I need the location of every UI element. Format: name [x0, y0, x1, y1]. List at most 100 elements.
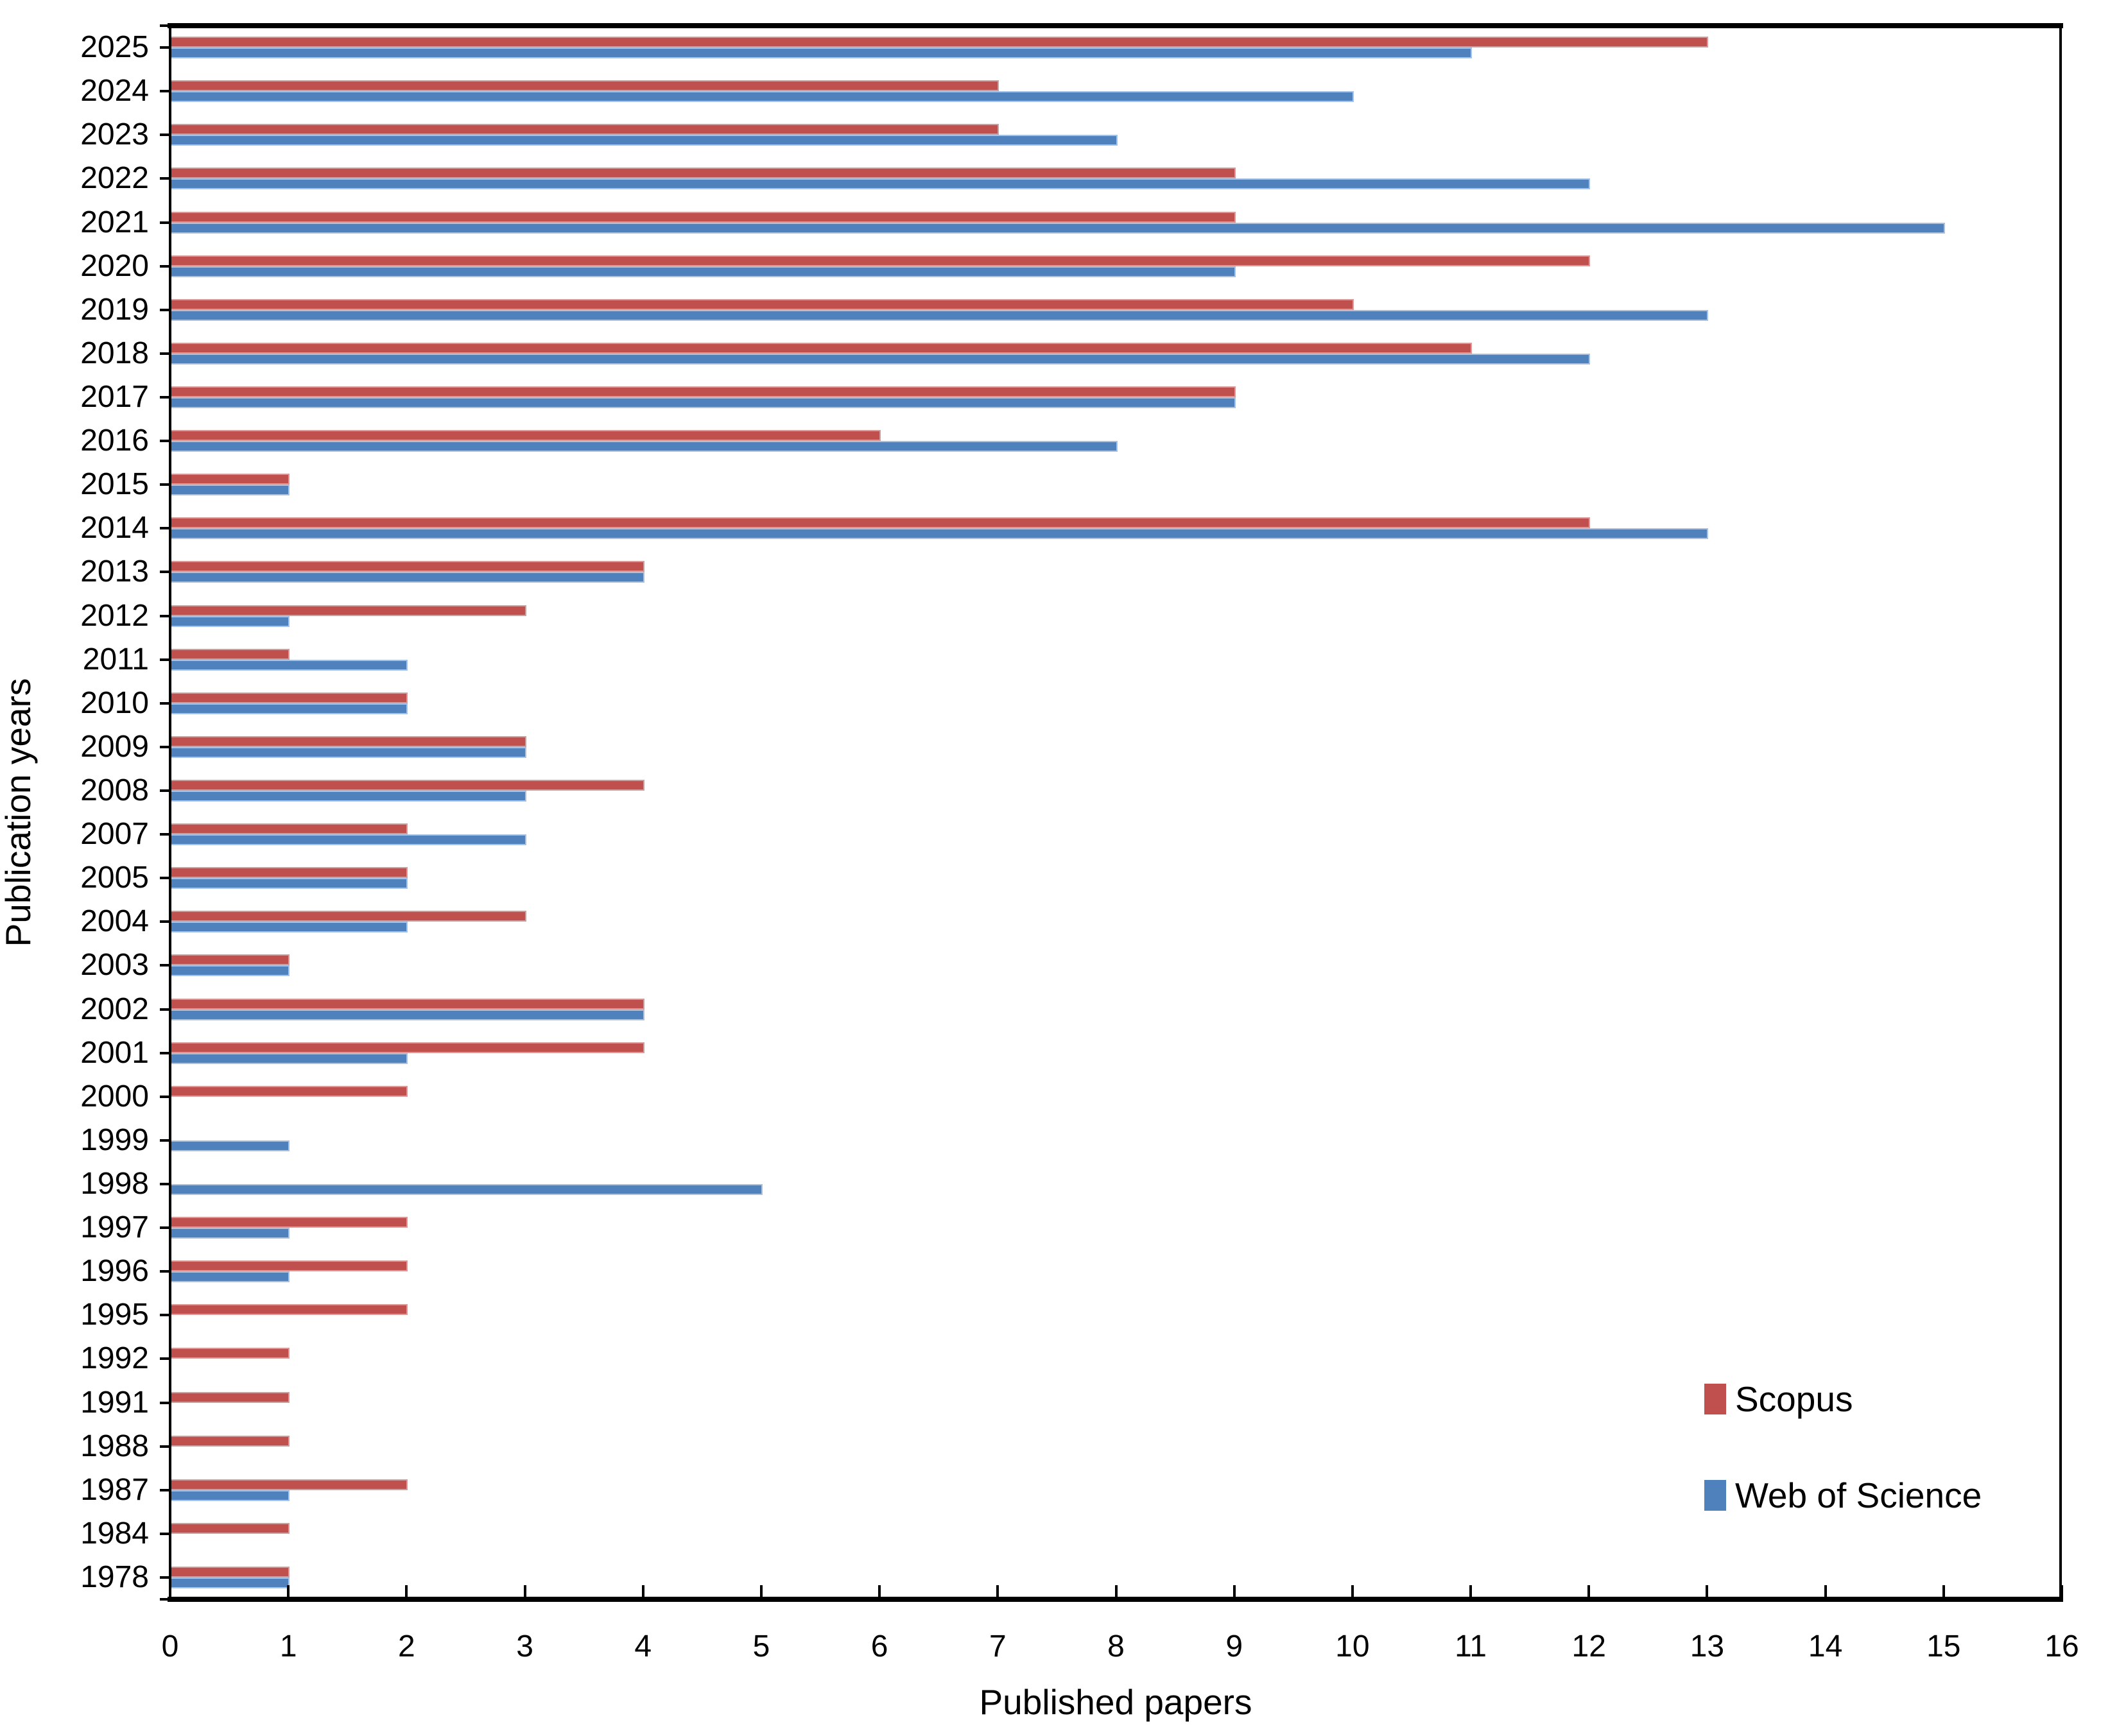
- bar-scopus-2015: [171, 474, 290, 485]
- x-tick-16: [2061, 1585, 2063, 1597]
- y-tick-1988: [160, 1445, 169, 1448]
- bar-web-of-science-2002: [171, 1009, 644, 1020]
- y-tick-2022: [160, 177, 169, 180]
- bar-scopus-2012: [171, 605, 526, 616]
- legend-marker-scopus: [1704, 1384, 1726, 1414]
- bar-scopus-2008: [171, 779, 644, 791]
- bar-scopus-1997: [171, 1217, 408, 1228]
- bar-scopus-2007: [171, 823, 408, 835]
- x-tick-8: [1114, 1585, 1118, 1597]
- bar-web-of-science-2023: [171, 135, 1118, 146]
- y-tick-2000: [160, 1095, 169, 1098]
- y-tick-1999: [160, 1139, 169, 1142]
- bar-web-of-science-1978: [171, 1577, 290, 1588]
- y-tick-label-2022: 2022: [80, 161, 149, 196]
- bar-scopus-2017: [171, 386, 1236, 397]
- y-tick-label-2019: 2019: [80, 292, 149, 327]
- x-tick-4: [641, 1585, 644, 1597]
- x-tick-label-7: 7: [989, 1629, 1007, 1663]
- y-tick-label-1978: 1978: [80, 1560, 149, 1594]
- bar-web-of-science-2009: [171, 746, 526, 758]
- y-tick-label-2005: 2005: [80, 861, 149, 895]
- bar-scopus-2014: [171, 517, 1590, 529]
- bar-web-of-science-1999: [171, 1140, 290, 1151]
- y-tick-1995: [160, 1314, 169, 1317]
- x-tick-11: [1469, 1585, 1473, 1597]
- bar-scopus-2011: [171, 648, 290, 660]
- y-tick-label-1988: 1988: [80, 1429, 149, 1463]
- y-tick-label-2009: 2009: [80, 729, 149, 764]
- y-tick-2015: [160, 483, 169, 486]
- y-tick-2019: [160, 308, 169, 311]
- y-tick-2020: [160, 264, 169, 268]
- x-tick-label-15: 15: [1926, 1629, 1961, 1663]
- bar-scopus-2025: [171, 37, 1708, 48]
- bar-web-of-science-2014: [171, 528, 1708, 540]
- bar-web-of-science-2012: [171, 615, 290, 627]
- bar-web-of-science-2022: [171, 178, 1590, 190]
- bar-web-of-science-2025: [171, 47, 1472, 59]
- bar-web-of-science-2004: [171, 922, 408, 933]
- x-tick-label-5: 5: [752, 1629, 770, 1663]
- y-tick-1998: [160, 1182, 169, 1185]
- bar-web-of-science-2011: [171, 659, 408, 671]
- y-tick-label-2021: 2021: [80, 205, 149, 239]
- y-tick-label-2007: 2007: [80, 817, 149, 852]
- bar-scopus-1996: [171, 1260, 408, 1272]
- x-tick-13: [1706, 1585, 1709, 1597]
- y-tick-label-2018: 2018: [80, 336, 149, 370]
- y-tick-1996: [160, 1270, 169, 1273]
- legend-marker-web-of-science: [1704, 1480, 1726, 1511]
- y-tick-label-2011: 2011: [82, 642, 149, 676]
- bar-web-of-science-2018: [171, 353, 1590, 365]
- bar-scopus-2009: [171, 735, 526, 747]
- bar-scopus-2022: [171, 168, 1236, 179]
- y-tick-label-1997: 1997: [80, 1210, 149, 1245]
- y-tick-label-1996: 1996: [80, 1254, 149, 1289]
- y-tick-label-2014: 2014: [80, 511, 149, 546]
- x-tick-7: [996, 1585, 999, 1597]
- y-tick-label-1992: 1992: [80, 1341, 149, 1376]
- legend-label-web-of-science: Web of Science: [1735, 1475, 1982, 1515]
- y-tick-label-2001: 2001: [80, 1035, 149, 1070]
- y-tick-2004: [160, 920, 169, 924]
- bar-web-of-science-2015: [171, 485, 290, 496]
- x-tick-label-2: 2: [398, 1629, 415, 1663]
- x-tick-14: [1824, 1585, 1827, 1597]
- x-tick-label-10: 10: [1335, 1629, 1370, 1663]
- plot-right-border: [2059, 26, 2062, 1599]
- y-tick-plot-bottom: [160, 1598, 169, 1601]
- x-tick-label-3: 3: [516, 1629, 533, 1663]
- y-tick-2009: [160, 745, 169, 748]
- y-tick-label-2004: 2004: [80, 904, 149, 939]
- y-tick-2024: [160, 90, 169, 93]
- x-tick-12: [1587, 1585, 1591, 1597]
- bar-scopus-2018: [171, 342, 1472, 354]
- x-tick-10: [1351, 1585, 1354, 1597]
- y-tick-label-2008: 2008: [80, 773, 149, 807]
- x-tick-2: [405, 1585, 408, 1597]
- x-tick-label-16: 16: [2045, 1629, 2079, 1663]
- legend-label-scopus: Scopus: [1735, 1379, 1853, 1419]
- bar-scopus-2019: [171, 298, 1354, 310]
- x-tick-label-14: 14: [1808, 1629, 1843, 1663]
- y-tick-label-2000: 2000: [80, 1079, 149, 1113]
- y-tick-1992: [160, 1357, 169, 1361]
- bar-web-of-science-1996: [171, 1271, 290, 1283]
- y-tick-1987: [160, 1488, 169, 1491]
- y-tick-label-1998: 1998: [80, 1166, 149, 1201]
- x-tick-0: [169, 1585, 171, 1597]
- bar-web-of-science-2020: [171, 266, 1236, 277]
- bar-web-of-science-2017: [171, 397, 1236, 408]
- legend-entry-scopus: Scopus: [1704, 1379, 1853, 1419]
- y-tick-1991: [160, 1401, 169, 1404]
- bar-scopus-2021: [171, 211, 1236, 223]
- bar-scopus-2005: [171, 867, 408, 879]
- bar-scopus-2001: [171, 1042, 644, 1053]
- x-axis-line: [168, 1597, 2063, 1602]
- x-tick-label-6: 6: [870, 1629, 888, 1663]
- bar-scopus-2024: [171, 80, 999, 92]
- y-tick-label-2020: 2020: [80, 248, 149, 283]
- x-axis-title: Published papers: [979, 1682, 1252, 1722]
- y-tick-label-1987: 1987: [80, 1472, 149, 1507]
